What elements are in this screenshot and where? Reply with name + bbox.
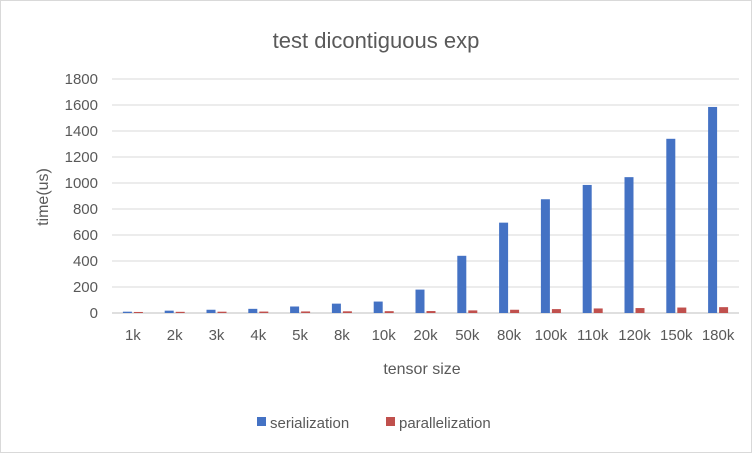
- y-tick-label: 800: [73, 201, 98, 218]
- bar-parallelization-10k: [384, 311, 394, 313]
- bar-parallelization-180k: [719, 307, 729, 313]
- bar-serialization-3k: [206, 309, 216, 313]
- bar-serialization-8k: [331, 303, 341, 313]
- legend-swatch-serialization: [257, 417, 266, 426]
- y-tick-label: 600: [73, 227, 98, 244]
- bar-serialization-1k: [122, 311, 132, 313]
- y-tick-label: 400: [73, 253, 98, 270]
- x-tick-label: 10k: [372, 327, 397, 344]
- bar-parallelization-1k: [133, 311, 143, 313]
- bar-parallelization-5k: [301, 311, 311, 313]
- bar-serialization-100k: [540, 199, 550, 313]
- legend: serialization parallelization: [257, 415, 491, 432]
- y-tick-label: 1000: [65, 175, 98, 192]
- legend-swatch-parallelization: [386, 417, 395, 426]
- bar-parallelization-3k: [217, 311, 227, 313]
- y-tick-label: 200: [73, 279, 98, 296]
- bar-parallelization-100k: [551, 309, 561, 313]
- y-axis-label: time(us): [35, 168, 52, 226]
- x-tick-label: 150k: [660, 327, 693, 344]
- x-tick-label: 8k: [334, 327, 350, 344]
- bar-parallelization-80k: [510, 309, 520, 313]
- x-tick-label: 110k: [577, 327, 609, 344]
- x-tick-label: 180k: [702, 327, 735, 344]
- x-tick-label: 2k: [167, 327, 183, 344]
- x-tick-label: 120k: [618, 327, 651, 344]
- bar-parallelization-20k: [426, 311, 436, 313]
- bar-parallelization-2k: [175, 311, 185, 313]
- y-tick-label: 0: [90, 305, 98, 322]
- bar-parallelization-50k: [468, 310, 478, 313]
- bar-serialization-180k: [708, 106, 718, 313]
- chart-title: test dicontiguous exp: [273, 28, 480, 53]
- bar-serialization-10k: [373, 301, 383, 313]
- bar-serialization-20k: [415, 289, 425, 313]
- y-tick-label: 1600: [65, 97, 98, 114]
- bars: [122, 106, 729, 313]
- x-tick-label: 4k: [250, 327, 266, 344]
- bar-serialization-2k: [164, 310, 174, 313]
- x-tick-label: 100k: [535, 327, 568, 344]
- legend-label-parallelization: parallelization: [399, 415, 491, 432]
- bar-parallelization-150k: [677, 307, 687, 313]
- x-tick-label: 80k: [497, 327, 522, 344]
- x-tick-label: 50k: [455, 327, 480, 344]
- y-tick-label: 1800: [65, 71, 98, 88]
- bar-serialization-80k: [499, 222, 509, 313]
- bar-parallelization-8k: [342, 311, 352, 313]
- y-axis-ticks: 0 200 400 600 800 1000 1200 1400 1600 1800: [65, 71, 98, 322]
- bar-serialization-50k: [457, 255, 467, 313]
- bar-serialization-5k: [290, 306, 300, 313]
- bar-serialization-120k: [624, 177, 634, 313]
- bar-parallelization-110k: [593, 308, 603, 313]
- y-tick-label: 1200: [65, 149, 98, 166]
- bar-serialization-150k: [666, 138, 676, 313]
- x-tick-label: 3k: [209, 327, 225, 344]
- x-tick-label: 1k: [125, 327, 141, 344]
- bar-serialization-110k: [582, 184, 592, 313]
- x-tick-label: 20k: [413, 327, 438, 344]
- bar-serialization-4k: [248, 308, 258, 313]
- gridlines: [112, 78, 739, 314]
- bar-parallelization-120k: [635, 308, 645, 313]
- y-tick-label: 1400: [65, 123, 98, 140]
- x-tick-label: 5k: [292, 327, 308, 344]
- x-axis-ticks: 1k 2k 3k 4k 5k 8k 10k 20k 50k 80k 100k 110k 120k 150k…: [125, 327, 735, 344]
- bar-parallelization-4k: [259, 311, 269, 313]
- legend-label-serialization: serialization: [270, 415, 349, 432]
- x-axis-label: tensor size: [383, 361, 460, 378]
